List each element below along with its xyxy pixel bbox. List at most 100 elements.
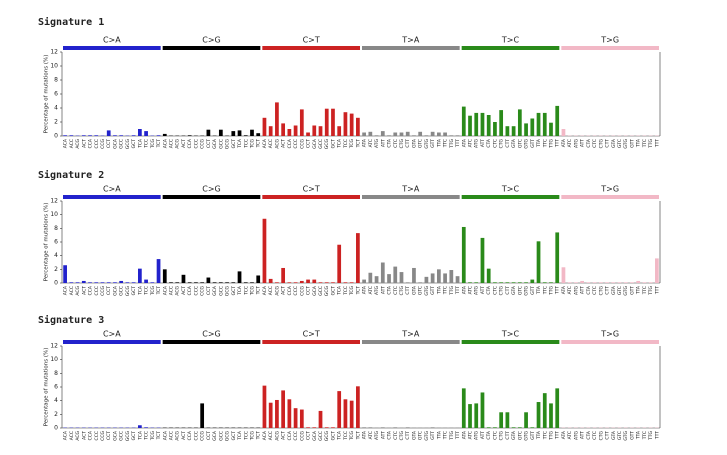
y-tick-label: 2	[54, 119, 58, 126]
x-tick-label: ACA	[63, 430, 69, 440]
x-tick-label: CTG	[598, 430, 604, 440]
x-tick-label: ACG	[75, 285, 81, 295]
bar	[362, 279, 366, 283]
group-strip	[362, 340, 460, 344]
bar	[387, 274, 391, 283]
bar	[655, 258, 659, 283]
x-tick-label: CCG	[200, 138, 206, 148]
bar	[318, 126, 323, 136]
group-label: C>A	[103, 330, 121, 339]
x-tick-label: CTC	[393, 431, 399, 440]
x-tick-label: TTA	[636, 430, 642, 440]
y-tick-label: 8	[54, 225, 58, 232]
x-tick-label: TCC	[243, 139, 249, 149]
bar	[374, 276, 379, 283]
bar	[405, 427, 410, 428]
bar	[611, 282, 616, 283]
x-tick-label: GTG	[524, 138, 530, 148]
bar	[162, 269, 167, 283]
x-tick-label: GCC	[318, 286, 324, 296]
bar	[461, 388, 466, 428]
x-tick-label: ACA	[162, 138, 168, 148]
bar	[63, 135, 67, 136]
bar	[318, 282, 323, 283]
bar	[268, 278, 273, 283]
x-tick-label: ACA	[63, 285, 69, 295]
bar	[187, 135, 192, 136]
x-tick-label: TCC	[144, 286, 150, 296]
bar	[461, 106, 466, 136]
x-tick-label: ACA	[262, 138, 268, 148]
x-tick-label: ACC	[268, 286, 274, 295]
x-tick-label: CCC	[293, 431, 299, 440]
group-label: T>C	[501, 36, 520, 45]
x-tick-label: CCT	[106, 431, 112, 440]
x-tick-label: CTT	[605, 431, 611, 440]
x-tick-label: CTT	[405, 431, 411, 440]
x-tick-label: GCA	[312, 430, 318, 441]
x-tick-label: GTT	[430, 286, 436, 295]
bar	[100, 282, 105, 283]
bar	[306, 279, 310, 283]
bar	[468, 282, 472, 283]
x-tick-label: CTG	[399, 285, 405, 295]
group-label: C>A	[103, 36, 121, 45]
bar	[592, 282, 597, 283]
group-strip	[162, 46, 261, 50]
x-tick-label: TCT	[156, 286, 162, 296]
bar	[69, 282, 74, 283]
x-tick-label: ACA	[262, 285, 268, 295]
x-tick-label: ACG	[175, 285, 181, 295]
bar	[393, 132, 398, 136]
x-tick-label: ACC	[69, 431, 75, 440]
bar	[424, 135, 429, 136]
x-tick-label: ACG	[274, 430, 280, 440]
bar	[430, 131, 435, 136]
x-tick-label: GCT	[231, 139, 237, 149]
x-tick-label: CCT	[306, 286, 312, 295]
x-tick-label: GTA	[511, 138, 517, 148]
bar	[218, 282, 223, 283]
x-tick-label: TTC	[443, 286, 449, 295]
group-strip	[262, 195, 360, 199]
x-tick-label: ACT	[281, 139, 287, 148]
bar	[275, 399, 279, 428]
x-tick-label: ACA	[63, 138, 69, 148]
x-tick-label: TTC	[642, 431, 648, 440]
bar	[175, 282, 180, 283]
x-tick-label: ATT	[380, 139, 386, 147]
x-tick-label: CTT	[405, 139, 411, 148]
x-tick-label: GTA	[611, 138, 617, 148]
x-tick-label: CTA	[586, 138, 592, 148]
x-tick-label: CTC	[393, 139, 399, 148]
bar	[343, 399, 348, 428]
x-tick-label: CCA	[287, 285, 293, 295]
bar	[262, 218, 267, 283]
x-tick-label: CTC	[393, 286, 399, 295]
bar	[144, 427, 148, 428]
bar	[486, 268, 491, 283]
x-tick-label: GTC	[517, 431, 523, 440]
x-tick-label: TCT	[156, 139, 162, 149]
bar	[299, 109, 304, 136]
group-strip	[461, 340, 560, 344]
bar	[517, 427, 522, 428]
x-tick-label: GTC	[517, 286, 523, 295]
bar	[461, 226, 466, 283]
x-tick-label: GCA	[112, 138, 118, 149]
bar	[281, 267, 286, 283]
x-tick-label: ACT	[281, 286, 287, 295]
x-tick-label: GCC	[119, 286, 125, 296]
x-tick-label: CCC	[193, 286, 199, 295]
group-label: C>T	[303, 36, 320, 45]
y-tick-label: 12	[50, 49, 58, 56]
group-label: C>A	[103, 185, 121, 194]
x-tick-label: ACC	[169, 431, 175, 440]
group-strip	[63, 46, 161, 50]
bar	[356, 233, 360, 283]
x-tick-label: GTG	[424, 285, 430, 295]
bar	[542, 282, 547, 283]
bar	[218, 129, 223, 136]
bar	[474, 403, 479, 428]
